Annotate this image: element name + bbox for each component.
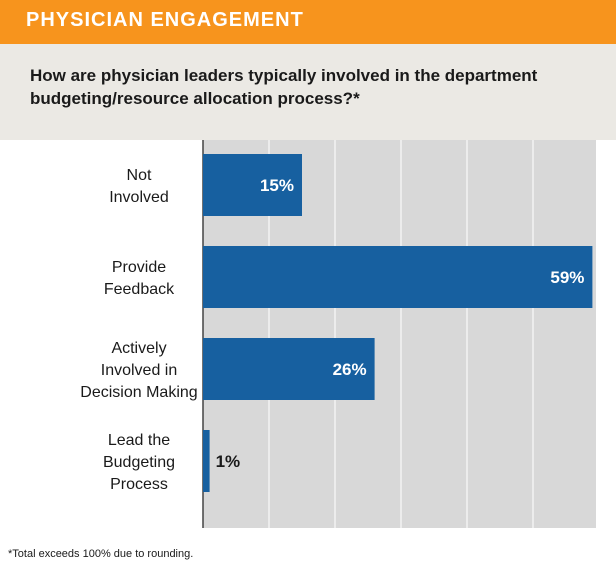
category-label-line: Involved [109, 189, 169, 206]
footnote-text: *Total exceeds 100% due to rounding. [8, 548, 193, 560]
category-label-line: Involved in [101, 362, 178, 379]
data-label-4: 1% [216, 452, 241, 471]
category-label-2: Provide Feedback [104, 259, 175, 298]
data-label-1: 15% [260, 176, 294, 195]
plot-area: 15% Not Involved 59% Provide Feedback 26% Activ… [0, 140, 616, 528]
footnote-area: *Total exceeds 100% due to rounding. [0, 528, 616, 582]
bar-2 [203, 246, 592, 308]
category-label-line: Lead the [108, 432, 170, 449]
chart-question: How are physician leaders typically invo… [30, 64, 590, 110]
header-band: PHYSICIAN ENGAGEMENT [0, 0, 616, 44]
bar-4 [203, 430, 210, 492]
category-label-3: Actively Involved in Decision Making [80, 340, 197, 401]
category-label-line: Provide [112, 259, 166, 276]
category-label-line: Budgeting [103, 454, 175, 471]
category-label-1: Not Involved [109, 167, 169, 206]
data-label-2: 59% [550, 268, 584, 287]
bar-chart: 15% Not Involved 59% Provide Feedback 26% Activ… [0, 140, 616, 528]
category-label-line: Process [110, 476, 168, 493]
category-label-4: Lead the Budgeting Process [103, 432, 175, 493]
category-label-line: Not [127, 167, 152, 184]
category-label-line: Feedback [104, 281, 175, 298]
data-label-3: 26% [333, 360, 367, 379]
category-label-line: Decision Making [80, 384, 197, 401]
category-label-line: Actively [111, 340, 166, 357]
header-title: PHYSICIAN ENGAGEMENT [26, 9, 304, 32]
